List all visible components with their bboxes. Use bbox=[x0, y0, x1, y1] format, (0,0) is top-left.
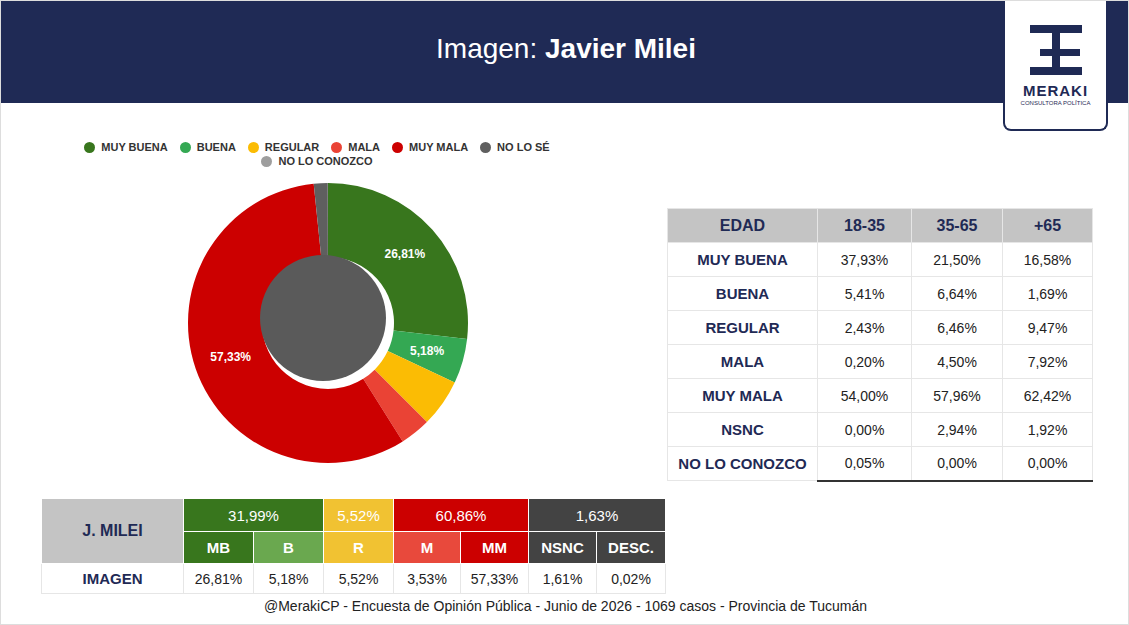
html-text:21,50%: 21,50% bbox=[933, 251, 981, 268]
html-text:0,05%: 0,05% bbox=[844, 455, 885, 472]
html-text:Imagen: Javier Milei: Imagen: Javier Milei bbox=[436, 33, 696, 64]
html-text:NSNC: NSNC bbox=[721, 421, 764, 438]
html-text:MUY MALA: MUY MALA bbox=[409, 141, 469, 153]
html-text:9,47%: 9,47% bbox=[1027, 319, 1068, 336]
html-text:1,69%: 1,69% bbox=[1027, 285, 1068, 302]
html-text:2,43%: 2,43% bbox=[844, 319, 885, 336]
html-text:M: M bbox=[420, 539, 434, 556]
html-text:MUY BUENA: MUY BUENA bbox=[697, 251, 788, 268]
html-text:0,20%: 0,20% bbox=[844, 353, 885, 370]
html-text:0,00%: 0,00% bbox=[844, 421, 885, 438]
html-text:16,58%: 16,58% bbox=[1023, 251, 1072, 268]
html-text:IMAGEN: IMAGEN bbox=[82, 570, 143, 587]
html-text:0,00%: 0,00% bbox=[1027, 455, 1068, 472]
html-text:NO LO CONOZCO: NO LO CONOZCO bbox=[278, 155, 373, 167]
html-text:1,63%: 1,63% bbox=[575, 506, 619, 524]
html-text:60,86%: 60,86% bbox=[435, 506, 487, 524]
html-text:1,61%: 1,61% bbox=[542, 570, 583, 587]
html-text:EDAD: EDAD bbox=[719, 216, 766, 234]
html-text:0,02%: 0,02% bbox=[611, 570, 651, 587]
html-text:DESC.: DESC. bbox=[608, 539, 654, 556]
html-text:CONSULTORA POLÍTICA: CONSULTORA POLÍTICA bbox=[1020, 100, 1091, 106]
html-text:J. MILEI: J. MILEI bbox=[82, 522, 143, 539]
html-text:5,41%: 5,41% bbox=[844, 285, 885, 302]
html-text:37,93%: 37,93% bbox=[840, 251, 889, 268]
svg-text:57,33%: 57,33% bbox=[210, 350, 251, 364]
html-text:57,96%: 57,96% bbox=[933, 387, 981, 404]
html-text:MALA: MALA bbox=[348, 141, 380, 153]
html-text:54,00%: 54,00% bbox=[840, 387, 889, 404]
html-text:+65: +65 bbox=[1033, 216, 1062, 234]
html-text:MUY BUENA: MUY BUENA bbox=[101, 141, 168, 153]
html-text:5,18%: 5,18% bbox=[268, 570, 309, 587]
html-text:2,94%: 2,94% bbox=[937, 421, 977, 438]
svg-text:5,18%: 5,18% bbox=[410, 344, 444, 358]
html-text:7,92%: 7,92% bbox=[1027, 353, 1068, 370]
html-text:1,92%: 1,92% bbox=[1027, 421, 1068, 438]
html-text:NO LO SÉ: NO LO SÉ bbox=[497, 141, 550, 153]
html-text:MB: MB bbox=[206, 539, 231, 556]
html-text:26,81%: 26,81% bbox=[194, 570, 243, 587]
html-text:6,46%: 6,46% bbox=[937, 319, 977, 336]
html-text:5,52%: 5,52% bbox=[338, 570, 379, 587]
html-text:57,33%: 57,33% bbox=[470, 570, 519, 587]
html-text:MERAKI: MERAKI bbox=[1022, 82, 1089, 99]
svg-text:26,81%: 26,81% bbox=[385, 247, 426, 261]
html-text:MUY MALA: MUY MALA bbox=[702, 387, 783, 404]
html-text:31,99%: 31,99% bbox=[228, 506, 279, 524]
html-text:NO LO CONOZCO: NO LO CONOZCO bbox=[678, 455, 807, 472]
html-text:18-35: 18-35 bbox=[844, 216, 885, 234]
html-text:REGULAR: REGULAR bbox=[705, 319, 780, 336]
html-text:R: R bbox=[353, 539, 364, 556]
html-text:REGULAR: REGULAR bbox=[264, 141, 320, 153]
html-text:4,50%: 4,50% bbox=[937, 353, 977, 370]
html-text:6,64%: 6,64% bbox=[937, 285, 977, 302]
html-text:5,52%: 5,52% bbox=[337, 506, 380, 524]
html-text:MALA: MALA bbox=[720, 353, 765, 370]
html-text:MM: MM bbox=[482, 539, 507, 556]
html-text:@MerakiCP - Encuesta de Opinió: @MerakiCP - Encuesta de Opinión Pública … bbox=[264, 598, 867, 614]
html-text:35-65: 35-65 bbox=[936, 216, 978, 234]
html-text:BUENA: BUENA bbox=[715, 285, 770, 302]
html-text:B: B bbox=[283, 539, 294, 556]
html-text:NSNC: NSNC bbox=[541, 539, 584, 556]
html-text:0,00%: 0,00% bbox=[937, 455, 977, 472]
html-text:BUENA: BUENA bbox=[196, 141, 236, 153]
html-text:3,53%: 3,53% bbox=[407, 570, 447, 587]
html-text:62,42%: 62,42% bbox=[1023, 387, 1072, 404]
